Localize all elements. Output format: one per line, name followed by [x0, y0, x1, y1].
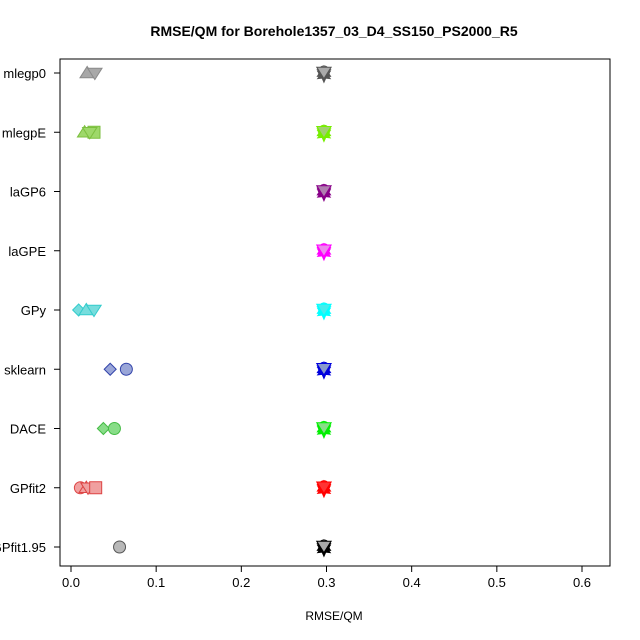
x-tick-label: 0.4	[403, 575, 421, 590]
x-tick-label: 0.6	[573, 575, 591, 590]
cluster-top-sklearn	[315, 362, 333, 376]
x-tick-label: 0.5	[488, 575, 506, 590]
cluster-top-lagp6	[315, 185, 333, 199]
data-point-gpy	[85, 304, 103, 318]
data-point-sklearn	[103, 362, 117, 376]
cluster-top-dace	[315, 422, 333, 436]
data-point-dace	[107, 422, 121, 435]
x-tick-label: 0.2	[232, 575, 250, 590]
y-tick-label: DACE	[10, 422, 46, 437]
y-axis: mlegp0 mlegpE laGP6 laGPE GPy sklearn DACE GPfi…	[0, 66, 60, 555]
x-tick-label: 0.0	[62, 575, 80, 590]
data-points	[71, 65, 333, 558]
y-tick-label: GPfit1.95	[0, 540, 46, 555]
plot-frame	[59, 58, 611, 567]
x-tick-label: 0.3	[317, 575, 335, 590]
y-tick-label: mlegp0	[3, 66, 46, 81]
cluster-top-mlegpe	[315, 125, 333, 139]
x-axis-label: RMSE/QM	[305, 609, 362, 623]
data-point-dace	[96, 421, 111, 436]
cluster-top-gpfit2	[315, 481, 333, 495]
data-point-sklearn	[119, 362, 133, 376]
data-point-gpfit2	[89, 481, 103, 495]
y-tick-label: mlegpE	[2, 125, 46, 140]
y-tick-label: laGPE	[8, 244, 46, 259]
chart-title: RMSE/QM for Borehole1357_03_D4_SS150_PS2…	[150, 23, 518, 39]
cluster-top-mlegp0	[315, 66, 333, 80]
y-tick-label: laGP6	[10, 185, 46, 200]
y-tick-label: GPy	[21, 303, 47, 318]
data-point-mlegp0	[86, 67, 103, 81]
y-tick-label: sklearn	[4, 362, 46, 377]
y-tick-label: GPfit2	[10, 481, 46, 496]
cluster-top-gpy	[315, 303, 333, 317]
data-point-mlegpe	[81, 126, 98, 140]
x-tick-label: 0.1	[147, 575, 165, 590]
cluster-top-lagpe	[315, 244, 333, 258]
cluster-top-gpfit1-95	[315, 540, 333, 554]
data-point-gpfit1-95	[113, 540, 127, 554]
x-axis: 0.0 0.1 0.2 0.3 0.4 0.5 0.6	[62, 566, 591, 590]
